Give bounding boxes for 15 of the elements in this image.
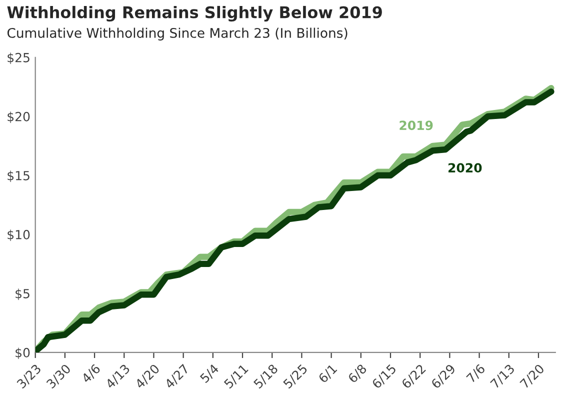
x-tick-label: 5/4 xyxy=(200,364,220,384)
x-tick-label: 6/1 xyxy=(318,364,338,384)
chart-title: Withholding Remains Slightly Below 2019 xyxy=(7,6,382,22)
series-label: 2020 xyxy=(448,163,482,173)
chart-subtitle: Cumulative Withholding Since March 23 (In Billions) xyxy=(7,28,348,40)
x-tick-label: 6/8 xyxy=(347,364,368,384)
y-tick-label: $10 xyxy=(8,230,30,242)
y-tick-label: $0 xyxy=(16,348,30,360)
series-label: 2019 xyxy=(400,120,433,130)
y-tick-label: $5 xyxy=(16,288,30,300)
y-tick-label: $20 xyxy=(8,112,30,124)
y-tick-label: $25 xyxy=(8,52,30,64)
y-tick-label: $15 xyxy=(8,170,30,182)
x-tick-label: 4/6 xyxy=(80,364,102,384)
x-tick-label: 7/6 xyxy=(466,364,486,384)
